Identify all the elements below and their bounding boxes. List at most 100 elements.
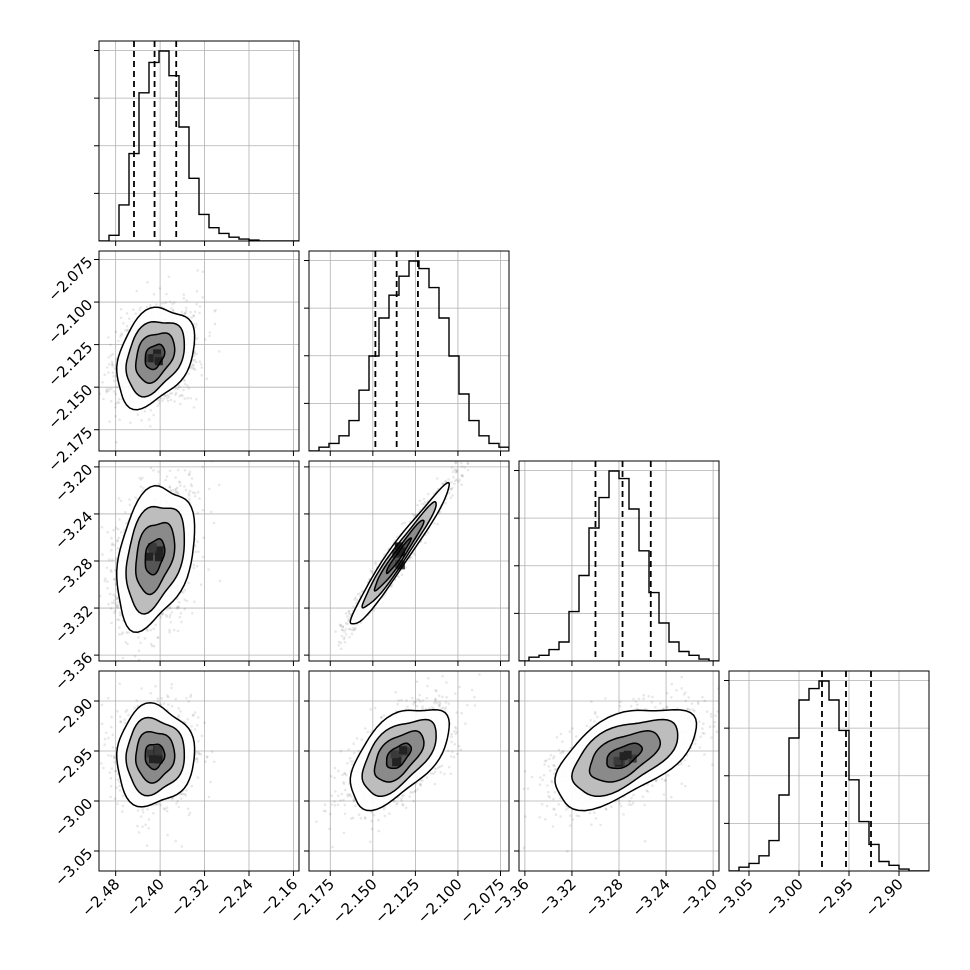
scatter-point (112, 577, 116, 581)
scatter-point (177, 716, 180, 719)
scatter-point (171, 309, 175, 313)
scatter-point (114, 402, 118, 406)
scatter-point (100, 703, 104, 707)
scatter-point (147, 827, 151, 830)
scatter-point (127, 631, 130, 634)
scatter-point (320, 665, 323, 668)
scatter-point (196, 490, 200, 494)
scatter-point (165, 301, 168, 304)
scatter-point (179, 612, 183, 615)
scatter-point (179, 484, 182, 487)
scatter-point (162, 397, 166, 400)
scatter-point (183, 607, 187, 611)
scatter-point (111, 542, 114, 545)
scatter-point (96, 609, 99, 612)
scatter-point (196, 760, 199, 763)
scatter-point (448, 491, 451, 495)
scatter-point (123, 528, 126, 532)
scatter-point (460, 465, 464, 468)
scatter-point (337, 644, 341, 647)
density-cell (396, 548, 405, 557)
scatter-point (105, 390, 109, 394)
scatter-point (156, 699, 160, 703)
scatter-point (115, 597, 118, 600)
scatter-point (190, 365, 193, 368)
scatter-point (115, 441, 118, 444)
scatter-point (168, 469, 172, 473)
scatter-point (146, 280, 149, 284)
scatter-point (114, 526, 118, 530)
scatter-point (141, 825, 144, 829)
scatter-point (140, 419, 143, 422)
scatter-point (128, 317, 131, 321)
scatter-point (212, 521, 216, 525)
scatter-point (176, 387, 180, 391)
scatter-point (200, 366, 203, 369)
scatter-point (113, 611, 116, 615)
scatter-point (149, 425, 152, 428)
density-cell (394, 542, 403, 551)
scatter-point (198, 305, 202, 308)
panel-contents (309, 454, 509, 668)
scatter-point (347, 610, 350, 613)
scatter-point (117, 536, 121, 540)
scatter-point (185, 789, 188, 792)
scatter-point (119, 335, 122, 338)
density-cell (145, 552, 154, 561)
density-cell (154, 357, 163, 366)
scatter-point (111, 371, 115, 375)
scatter-point (111, 558, 114, 562)
scatter-point (106, 586, 109, 590)
scatter-point (347, 612, 351, 616)
scatter-point (450, 481, 453, 484)
scatter-point (169, 663, 172, 666)
scatter-point (110, 360, 114, 364)
scatter-point (422, 497, 426, 501)
scatter-point (178, 385, 181, 389)
scatter-point (111, 746, 115, 749)
scatter-point (411, 513, 415, 516)
scatter-point (191, 363, 194, 367)
scatter-point (166, 393, 169, 397)
scatter-point (481, 454, 484, 457)
scatter-point (128, 503, 132, 507)
scatter-point (168, 486, 172, 489)
scatter-point (183, 598, 186, 601)
scatter-point (186, 384, 189, 387)
scatter-point (169, 620, 172, 624)
scatter-point (210, 510, 213, 514)
scatter-point (113, 578, 116, 581)
scatter-point (119, 307, 123, 311)
scatter-point (202, 536, 205, 540)
scatter-point (174, 391, 178, 395)
scatter-point (174, 491, 177, 495)
scatter-point (114, 595, 117, 598)
scatter-point (343, 636, 346, 639)
scatter-point (183, 792, 187, 796)
scatter-point (121, 804, 125, 808)
scatter-point (208, 334, 211, 338)
scatter-point (191, 714, 195, 717)
scatter-point (355, 598, 359, 602)
scatter-point (207, 568, 210, 571)
scatter-point (455, 478, 459, 482)
scatter-point (109, 568, 113, 572)
scatter-point (168, 613, 172, 617)
scatter-point (109, 607, 113, 610)
histogram-panel-1 (304, 250, 510, 456)
scatter-point (136, 704, 139, 708)
scatter-point (108, 420, 111, 424)
scatter-point (152, 811, 155, 815)
scatter-point (447, 478, 450, 481)
scatter-point (187, 492, 191, 495)
scatter-point (460, 474, 463, 477)
scatter-point (169, 489, 173, 492)
contour-line (125, 321, 186, 398)
scatter-point (183, 485, 186, 488)
scatter-point (181, 394, 184, 398)
axes-frame (728, 670, 930, 872)
scatter-point (193, 711, 197, 714)
scatter-point (182, 293, 186, 296)
scatter-point (110, 363, 114, 366)
scatter-point (195, 564, 199, 568)
